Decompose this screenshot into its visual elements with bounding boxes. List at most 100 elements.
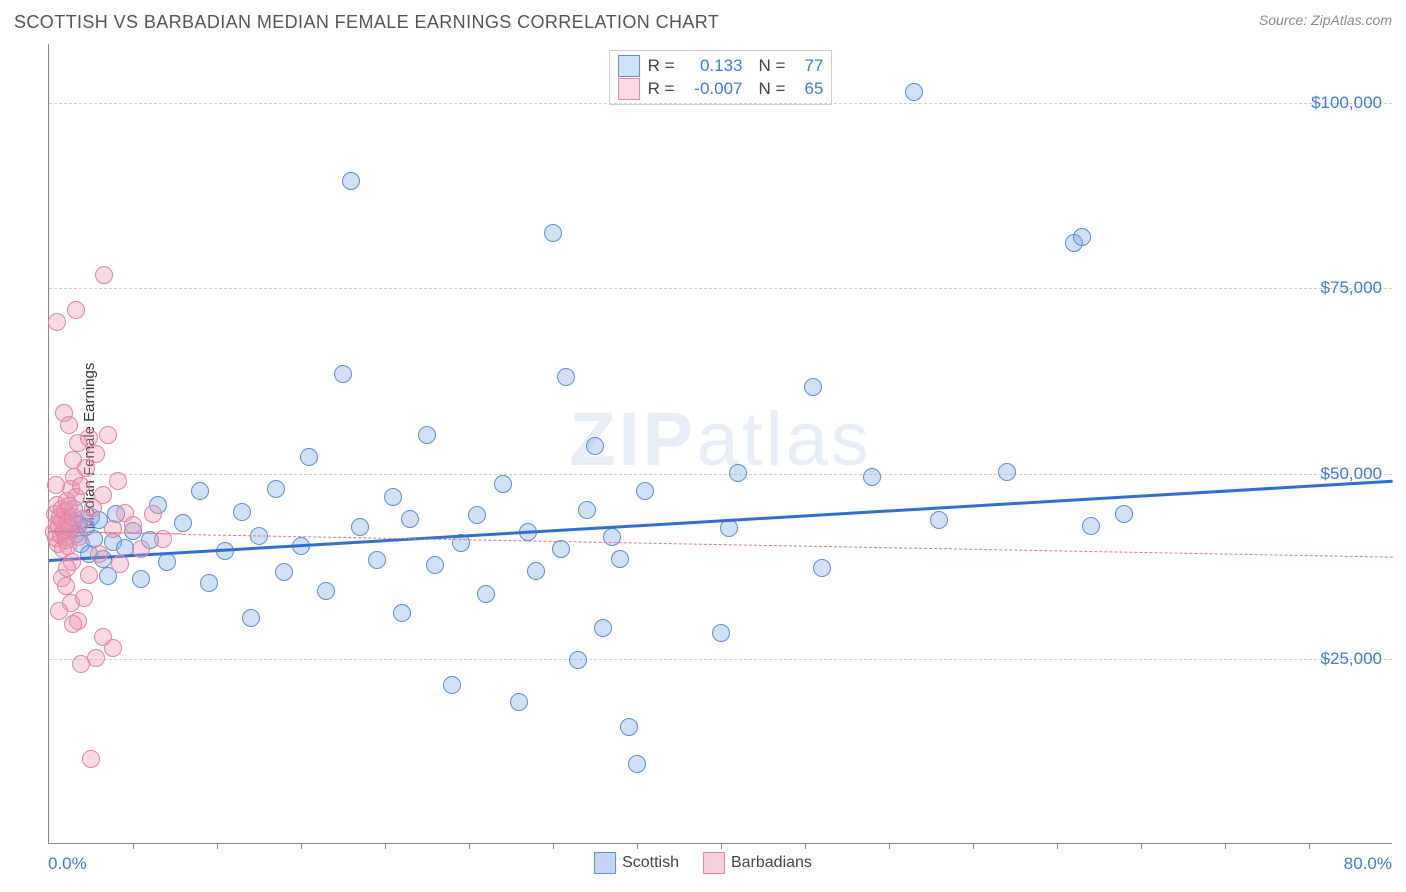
- data-point: [72, 655, 90, 673]
- gridline: [49, 103, 1392, 104]
- x-tick: [1057, 843, 1058, 849]
- data-point: [99, 426, 117, 444]
- data-point: [64, 615, 82, 633]
- data-point: [628, 755, 646, 773]
- data-point: [401, 510, 419, 528]
- source-attribution: Source: ZipAtlas.com: [1259, 12, 1392, 28]
- data-point: [267, 480, 285, 498]
- y-tick-label: $100,000: [1311, 93, 1382, 113]
- data-point: [48, 313, 66, 331]
- data-point: [94, 486, 112, 504]
- data-point: [90, 545, 108, 563]
- data-point: [109, 472, 127, 490]
- y-tick-label: $25,000: [1321, 649, 1382, 669]
- data-point: [82, 750, 100, 768]
- legend-r-value: -0.007: [683, 78, 743, 101]
- x-axis-min-label: 0.0%: [48, 854, 87, 874]
- data-point: [729, 464, 747, 482]
- data-point: [144, 505, 162, 523]
- data-point: [67, 301, 85, 319]
- legend-n-value: 65: [793, 78, 823, 101]
- gridline: [49, 288, 1392, 289]
- data-point: [200, 574, 218, 592]
- data-point: [1073, 228, 1091, 246]
- data-point: [998, 463, 1016, 481]
- x-tick: [301, 843, 302, 849]
- trend-line: [49, 480, 1393, 562]
- data-point: [342, 172, 360, 190]
- chart-container: SCOTTISH VS BARBADIAN MEDIAN FEMALE EARN…: [0, 0, 1406, 892]
- data-point: [384, 488, 402, 506]
- data-point: [124, 516, 142, 534]
- data-point: [351, 518, 369, 536]
- x-tick: [805, 843, 806, 849]
- data-point: [368, 551, 386, 569]
- x-axis-max-label: 80.0%: [1344, 854, 1392, 874]
- data-point: [477, 585, 495, 603]
- data-point: [586, 437, 604, 455]
- data-point: [75, 589, 93, 607]
- data-point: [426, 556, 444, 574]
- data-point: [334, 365, 352, 383]
- data-point: [569, 651, 587, 669]
- data-point: [58, 559, 76, 577]
- data-point: [620, 718, 638, 736]
- correlation-legend: R =0.133N =77R =-0.007N =65: [609, 50, 833, 105]
- data-point: [636, 482, 654, 500]
- x-tick: [1225, 843, 1226, 849]
- correlation-legend-row: R = -0.007 N = 65: [618, 78, 824, 101]
- x-tick: [721, 843, 722, 849]
- data-point: [863, 468, 881, 486]
- data-point: [233, 503, 251, 521]
- x-tick: [889, 843, 890, 849]
- data-point: [47, 476, 65, 494]
- data-point: [443, 676, 461, 694]
- data-point: [104, 520, 122, 538]
- data-point: [275, 563, 293, 581]
- data-point: [578, 501, 596, 519]
- data-point: [930, 511, 948, 529]
- data-point: [494, 475, 512, 493]
- data-point: [712, 624, 730, 642]
- x-tick: [217, 843, 218, 849]
- legend-swatch: [703, 852, 725, 874]
- legend-r-label: R =: [648, 78, 675, 101]
- data-point: [132, 570, 150, 588]
- data-point: [72, 477, 90, 495]
- legend-swatch: [594, 852, 616, 874]
- legend-n-label: N =: [759, 55, 786, 78]
- legend-swatch: [618, 55, 640, 77]
- gridline: [49, 659, 1392, 660]
- x-tick: [385, 843, 386, 849]
- data-point: [527, 562, 545, 580]
- x-tick: [1309, 843, 1310, 849]
- data-point: [594, 619, 612, 637]
- data-point: [393, 604, 411, 622]
- data-point: [804, 378, 822, 396]
- legend-item: Barbadians: [703, 852, 812, 874]
- data-point: [611, 550, 629, 568]
- legend-r-label: R =: [648, 55, 675, 78]
- data-point: [905, 83, 923, 101]
- data-point: [510, 693, 528, 711]
- data-point: [95, 266, 113, 284]
- data-point: [80, 429, 98, 447]
- data-point: [55, 404, 73, 422]
- gridline: [49, 474, 1392, 475]
- data-point: [111, 555, 129, 573]
- trend-line: [183, 534, 1393, 558]
- correlation-legend-row: R =0.133N =77: [618, 55, 824, 78]
- legend-r-value: 0.133: [683, 55, 743, 78]
- data-point: [70, 528, 88, 546]
- data-point: [1115, 505, 1133, 523]
- legend-n-label: N =: [759, 78, 786, 101]
- x-tick: [1141, 843, 1142, 849]
- x-tick: [553, 843, 554, 849]
- data-point: [317, 582, 335, 600]
- legend-label: Scottish: [622, 854, 679, 871]
- data-point: [132, 540, 150, 558]
- x-tick: [469, 843, 470, 849]
- x-tick: [133, 843, 134, 849]
- data-point: [418, 426, 436, 444]
- data-point: [300, 448, 318, 466]
